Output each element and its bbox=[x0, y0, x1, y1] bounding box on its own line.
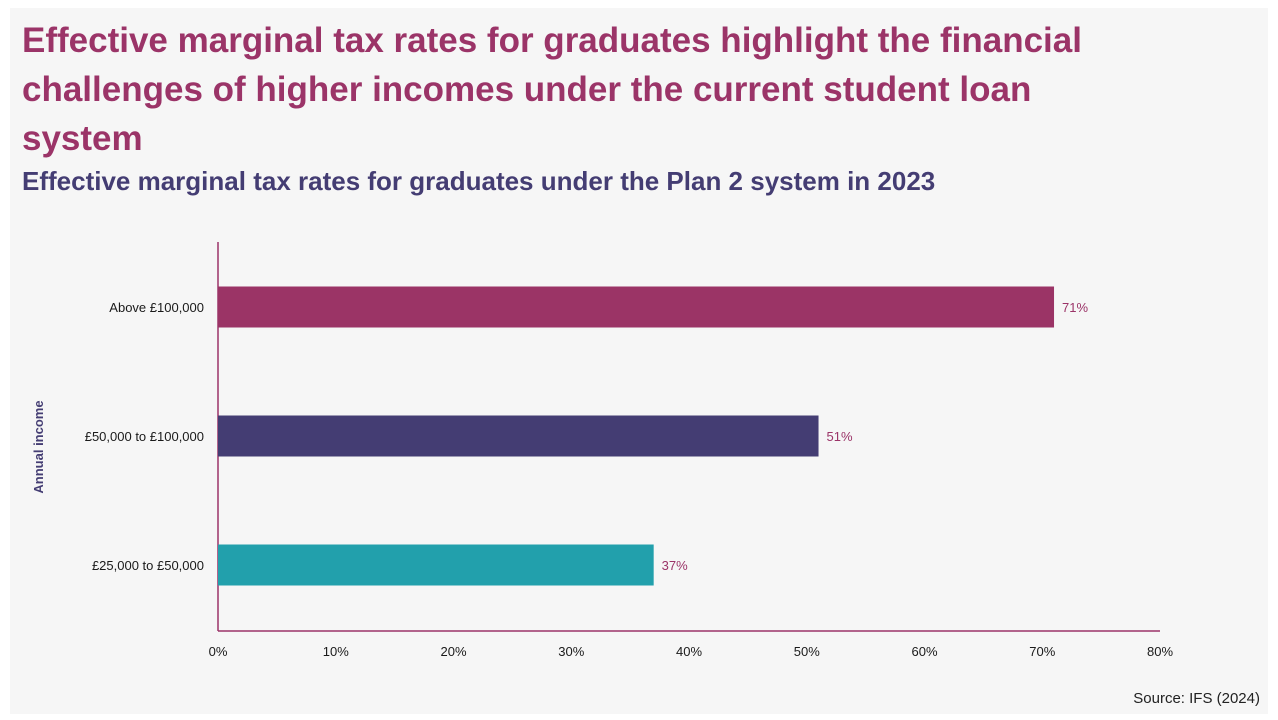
x-tick-label: 0% bbox=[209, 644, 228, 659]
chart-subtitle: Effective marginal tax rates for graduat… bbox=[22, 166, 936, 196]
category-label: £25,000 to £50,000 bbox=[92, 558, 204, 573]
page-title: Effective marginal tax rates for graduat… bbox=[22, 21, 1082, 158]
x-tick-label: 80% bbox=[1147, 644, 1173, 659]
data-label: 51% bbox=[827, 429, 853, 444]
data-label: 71% bbox=[1062, 300, 1088, 315]
y-axis-title: Annual income bbox=[31, 400, 46, 493]
x-tick-label: 10% bbox=[323, 644, 349, 659]
category-label: £50,000 to £100,000 bbox=[85, 429, 204, 444]
slide-background bbox=[10, 8, 1268, 714]
bar bbox=[218, 544, 654, 586]
x-tick-label: 60% bbox=[911, 644, 937, 659]
x-tick-label: 40% bbox=[676, 644, 702, 659]
bar-chart: Annual income Above £100,000 71% £50,000 t… bbox=[31, 242, 1174, 659]
source-note: Source: IFS (2024) bbox=[1133, 690, 1260, 707]
bar bbox=[218, 286, 1055, 328]
x-ticks-group: 0% 10% 20% 30% 40% 50% 60% 70% 80% bbox=[209, 644, 1174, 659]
bars-group: Above £100,000 71% £50,000 to £100,000 51% £… bbox=[85, 286, 1088, 586]
x-tick-label: 30% bbox=[558, 644, 584, 659]
x-tick-label: 70% bbox=[1029, 644, 1055, 659]
x-tick-label: 50% bbox=[794, 644, 820, 659]
x-tick-label: 20% bbox=[440, 644, 466, 659]
category-label: Above £100,000 bbox=[109, 300, 204, 315]
bar bbox=[218, 415, 819, 457]
data-label: 37% bbox=[662, 558, 688, 573]
